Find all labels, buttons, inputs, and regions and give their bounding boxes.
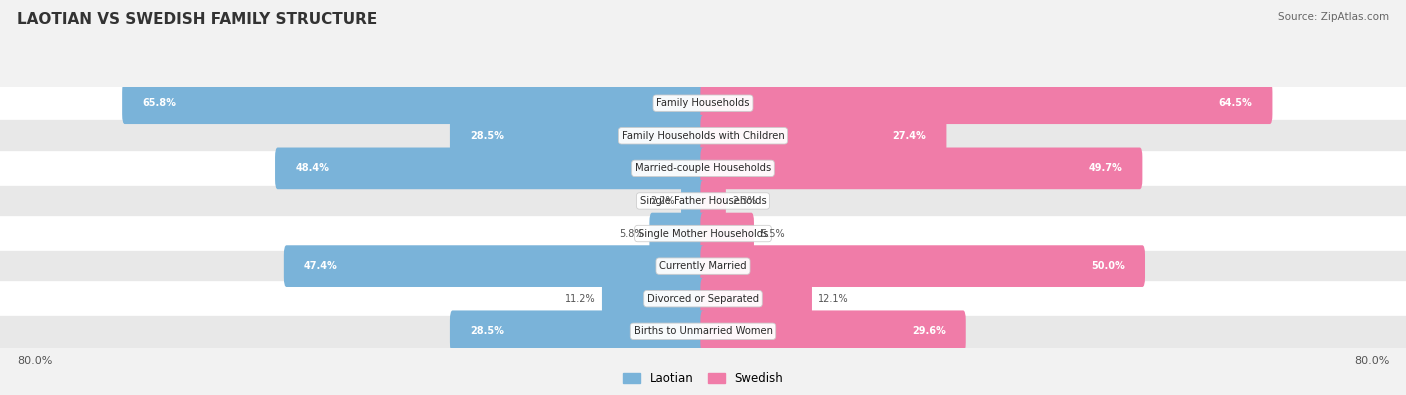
Text: 29.6%: 29.6% — [911, 326, 945, 336]
Text: Married-couple Households: Married-couple Households — [636, 164, 770, 173]
FancyBboxPatch shape — [602, 278, 706, 320]
Text: Family Households with Children: Family Households with Children — [621, 131, 785, 141]
Text: LAOTIAN VS SWEDISH FAMILY STRUCTURE: LAOTIAN VS SWEDISH FAMILY STRUCTURE — [17, 12, 377, 27]
Bar — [0, 119, 1406, 152]
FancyBboxPatch shape — [650, 213, 706, 254]
FancyBboxPatch shape — [700, 310, 966, 352]
Bar — [0, 217, 1406, 250]
Text: 28.5%: 28.5% — [470, 326, 503, 336]
Bar — [0, 184, 1406, 217]
Bar — [0, 250, 1406, 282]
Text: 65.8%: 65.8% — [142, 98, 176, 108]
Text: Divorced or Separated: Divorced or Separated — [647, 294, 759, 304]
Text: 50.0%: 50.0% — [1091, 261, 1125, 271]
FancyBboxPatch shape — [700, 245, 1144, 287]
Text: 12.1%: 12.1% — [818, 294, 849, 304]
Text: 80.0%: 80.0% — [1354, 356, 1389, 365]
FancyBboxPatch shape — [450, 310, 706, 352]
FancyBboxPatch shape — [700, 213, 754, 254]
Text: 64.5%: 64.5% — [1219, 98, 1253, 108]
Text: 48.4%: 48.4% — [295, 164, 329, 173]
Text: 5.5%: 5.5% — [761, 229, 785, 239]
Text: 2.2%: 2.2% — [650, 196, 675, 206]
Bar — [0, 282, 1406, 315]
Text: 28.5%: 28.5% — [470, 131, 503, 141]
Bar — [0, 152, 1406, 185]
FancyBboxPatch shape — [284, 245, 706, 287]
FancyBboxPatch shape — [122, 82, 706, 124]
FancyBboxPatch shape — [681, 180, 706, 222]
Text: Source: ZipAtlas.com: Source: ZipAtlas.com — [1278, 12, 1389, 22]
Legend: Laotian, Swedish: Laotian, Swedish — [623, 372, 783, 385]
Text: 27.4%: 27.4% — [893, 131, 927, 141]
Text: Single Mother Households: Single Mother Households — [638, 229, 768, 239]
Text: 47.4%: 47.4% — [304, 261, 337, 271]
Text: 11.2%: 11.2% — [565, 294, 596, 304]
FancyBboxPatch shape — [276, 147, 706, 189]
Text: Currently Married: Currently Married — [659, 261, 747, 271]
Text: Family Households: Family Households — [657, 98, 749, 108]
Text: 80.0%: 80.0% — [17, 356, 52, 365]
FancyBboxPatch shape — [700, 147, 1142, 189]
Text: 2.3%: 2.3% — [733, 196, 756, 206]
FancyBboxPatch shape — [700, 278, 813, 320]
Text: Single Father Households: Single Father Households — [640, 196, 766, 206]
FancyBboxPatch shape — [450, 115, 706, 157]
Text: 49.7%: 49.7% — [1088, 164, 1122, 173]
Bar — [0, 315, 1406, 348]
FancyBboxPatch shape — [700, 180, 725, 222]
FancyBboxPatch shape — [700, 82, 1272, 124]
Text: Births to Unmarried Women: Births to Unmarried Women — [634, 326, 772, 336]
Bar — [0, 87, 1406, 119]
Text: 5.8%: 5.8% — [619, 229, 644, 239]
FancyBboxPatch shape — [700, 115, 946, 157]
